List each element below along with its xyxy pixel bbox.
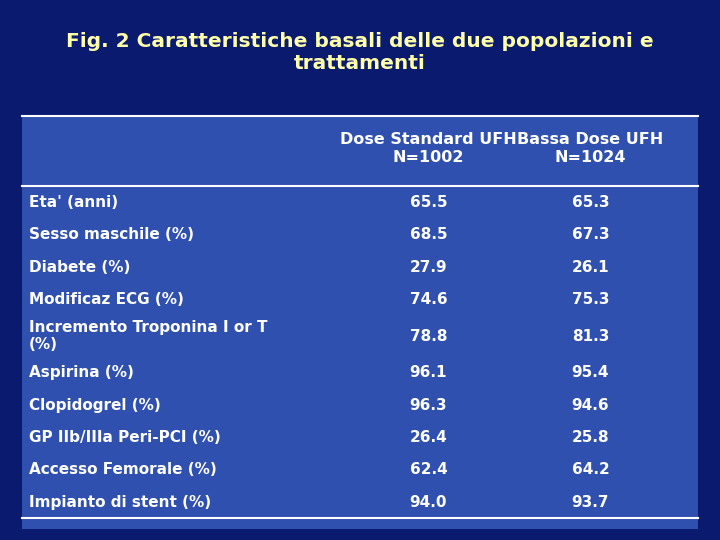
- Text: 74.6: 74.6: [410, 292, 447, 307]
- Text: 65.3: 65.3: [572, 195, 609, 210]
- Bar: [22, 116, 698, 529]
- Text: 94.6: 94.6: [572, 397, 609, 413]
- Text: Modificaz ECG (%): Modificaz ECG (%): [29, 292, 184, 307]
- Text: 26.4: 26.4: [410, 430, 447, 445]
- Text: 65.5: 65.5: [410, 195, 447, 210]
- Text: Dose Standard UFH
N=1002: Dose Standard UFH N=1002: [340, 132, 517, 165]
- Text: Sesso maschile (%): Sesso maschile (%): [29, 227, 194, 242]
- Text: Incremento Troponina I or T
(%): Incremento Troponina I or T (%): [29, 320, 267, 353]
- Text: Bassa Dose UFH
N=1024: Bassa Dose UFH N=1024: [517, 132, 664, 165]
- Text: Clopidogrel (%): Clopidogrel (%): [29, 397, 161, 413]
- Text: Diabete (%): Diabete (%): [29, 260, 130, 275]
- Text: 27.9: 27.9: [410, 260, 447, 275]
- Text: 68.5: 68.5: [410, 227, 447, 242]
- Text: 96.3: 96.3: [410, 397, 447, 413]
- Text: 96.1: 96.1: [410, 365, 447, 380]
- Text: 95.4: 95.4: [572, 365, 609, 380]
- Text: Eta' (anni): Eta' (anni): [29, 195, 118, 210]
- Text: 78.8: 78.8: [410, 329, 447, 343]
- Text: 94.0: 94.0: [410, 495, 447, 510]
- Text: Accesso Femorale (%): Accesso Femorale (%): [29, 462, 217, 477]
- Text: 25.8: 25.8: [572, 430, 609, 445]
- Text: Aspirina (%): Aspirina (%): [29, 365, 134, 380]
- Text: Fig. 2 Caratteristiche basali delle due popolazioni e
trattamenti: Fig. 2 Caratteristiche basali delle due …: [66, 32, 654, 73]
- Text: Impianto di stent (%): Impianto di stent (%): [29, 495, 211, 510]
- Text: 26.1: 26.1: [572, 260, 609, 275]
- Text: 75.3: 75.3: [572, 292, 609, 307]
- Text: 67.3: 67.3: [572, 227, 609, 242]
- Text: GP IIb/IIIa Peri-PCI (%): GP IIb/IIIa Peri-PCI (%): [29, 430, 220, 445]
- Text: 62.4: 62.4: [410, 462, 447, 477]
- Text: 64.2: 64.2: [572, 462, 609, 477]
- Text: 81.3: 81.3: [572, 329, 609, 343]
- Text: 93.7: 93.7: [572, 495, 609, 510]
